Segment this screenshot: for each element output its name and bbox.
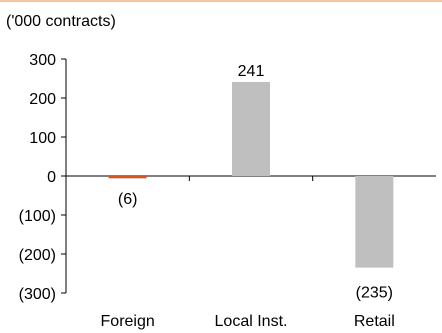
data-label: (235) <box>356 285 393 302</box>
bar-foreign <box>108 176 147 179</box>
y-tick-label: 0 <box>47 169 56 186</box>
data-label: (6) <box>118 191 138 208</box>
y-tick-label: 300 <box>29 52 56 69</box>
unit-label: ('000 contracts) <box>6 13 116 30</box>
y-tick-label: 200 <box>29 91 56 108</box>
y-tick-label: (100) <box>19 208 56 225</box>
x-category-label: Foreign <box>101 313 155 330</box>
y-tick-label: 100 <box>29 130 56 147</box>
y-tick-label: (300) <box>19 286 56 303</box>
bar-retail <box>355 176 394 268</box>
x-category-label: Local Inst. <box>215 313 288 330</box>
y-tick-label: (200) <box>19 247 56 264</box>
top-rule <box>0 0 442 2</box>
data-label: 241 <box>238 63 265 80</box>
x-category-label: Retail <box>354 313 395 330</box>
bar-local-inst <box>232 82 270 176</box>
